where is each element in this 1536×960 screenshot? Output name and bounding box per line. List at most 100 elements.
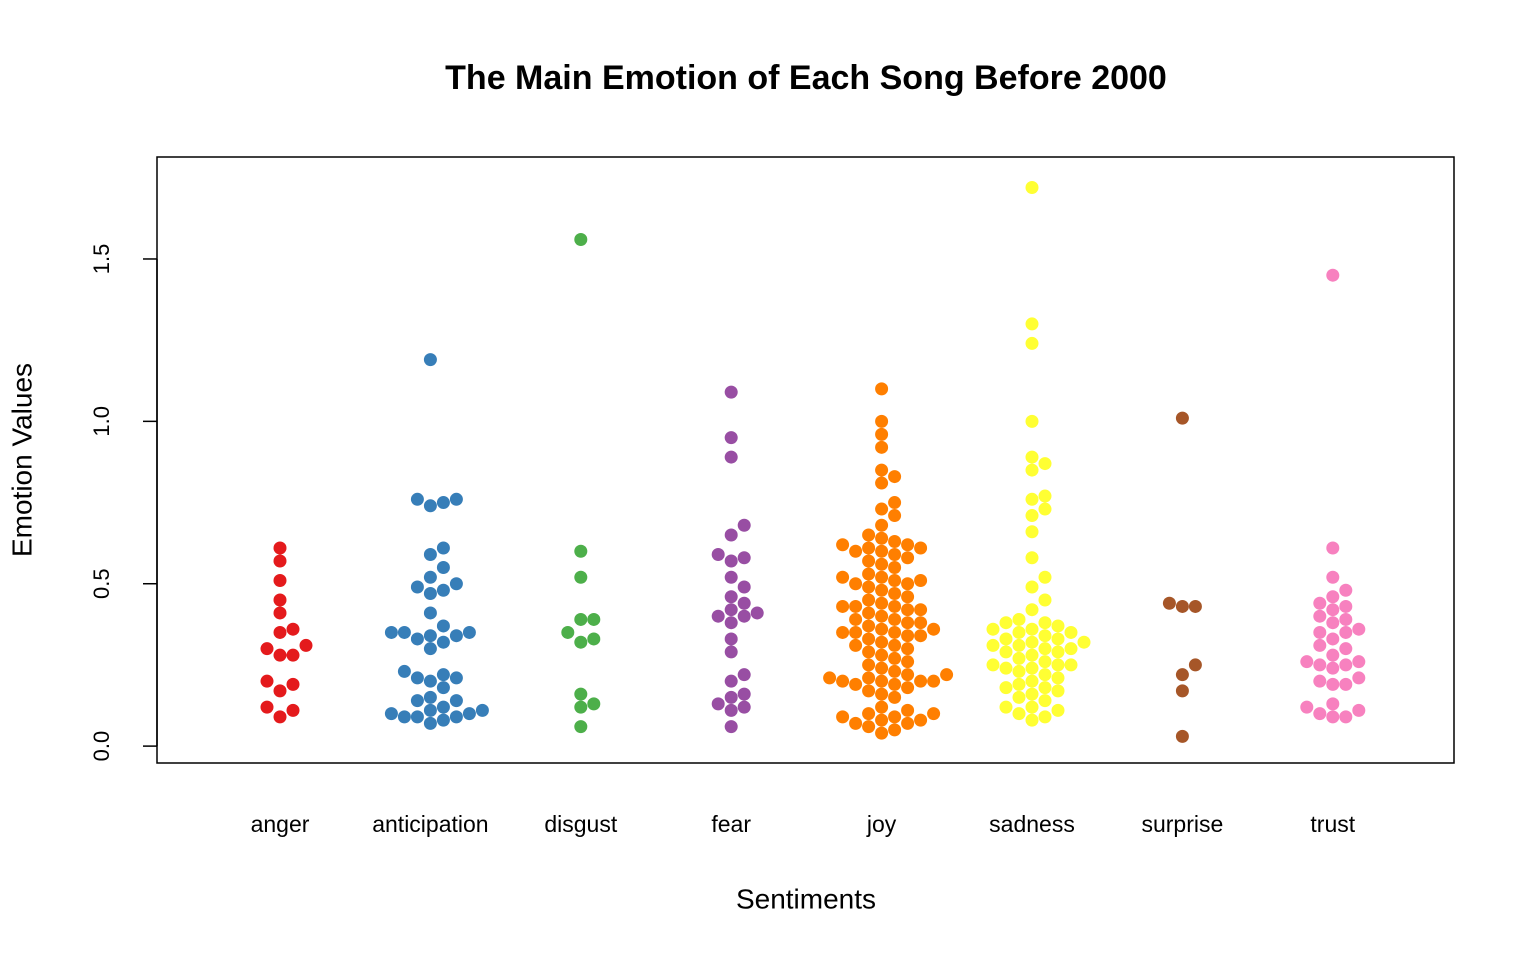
point: [888, 573, 902, 587]
point: [927, 622, 941, 636]
point: [724, 603, 738, 617]
point: [574, 232, 588, 246]
point: [862, 606, 876, 620]
point: [711, 609, 725, 623]
point: [574, 635, 588, 649]
point: [1025, 551, 1039, 565]
point: [888, 690, 902, 704]
point: [1025, 661, 1039, 675]
point: [875, 596, 889, 610]
x-axis-label: Sentiments: [736, 883, 876, 914]
point: [449, 492, 463, 506]
point: [836, 570, 850, 584]
point: [862, 619, 876, 633]
point: [724, 570, 738, 584]
point: [436, 560, 450, 574]
point: [1051, 645, 1065, 659]
point: [1051, 671, 1065, 685]
point: [286, 677, 300, 691]
point: [1012, 625, 1026, 639]
point: [914, 573, 928, 587]
point: [724, 385, 738, 399]
point: [940, 668, 954, 682]
point: [1326, 648, 1340, 662]
point: [1313, 674, 1327, 688]
point: [1313, 638, 1327, 652]
point: [1025, 181, 1039, 195]
point: [724, 703, 738, 717]
point: [888, 496, 902, 510]
point: [849, 544, 863, 558]
x-tick-label: fear: [711, 811, 751, 837]
point: [999, 700, 1013, 714]
point: [1038, 710, 1052, 724]
point: [875, 476, 889, 490]
point: [1025, 509, 1039, 523]
point: [888, 638, 902, 652]
point: [1326, 590, 1340, 604]
point: [1025, 700, 1039, 714]
y-tick-label: 1.5: [89, 244, 114, 275]
point: [888, 625, 902, 639]
point: [888, 599, 902, 613]
point: [587, 612, 601, 626]
point: [449, 694, 463, 708]
point: [273, 625, 287, 639]
point: [914, 674, 928, 688]
point: [1339, 625, 1353, 639]
point: [888, 586, 902, 600]
point: [260, 642, 274, 656]
point: [737, 668, 751, 682]
x-tick-label: sadness: [989, 811, 1075, 837]
point: [574, 687, 588, 701]
point: [914, 541, 928, 555]
x-tick-label: joy: [866, 811, 897, 837]
point: [436, 496, 450, 510]
point: [410, 492, 424, 506]
point: [1025, 713, 1039, 727]
point: [1064, 625, 1078, 639]
point: [737, 596, 751, 610]
point: [1025, 674, 1039, 688]
point: [888, 677, 902, 691]
point: [724, 720, 738, 734]
point: [849, 677, 863, 691]
point: [875, 622, 889, 636]
point: [423, 570, 437, 584]
point: [986, 658, 1000, 672]
point: [875, 382, 889, 396]
point: [1326, 616, 1340, 630]
point: [914, 603, 928, 617]
point: [1326, 541, 1340, 555]
point: [449, 577, 463, 591]
point: [410, 710, 424, 724]
point: [901, 642, 915, 656]
point: [384, 707, 398, 721]
x-tick-label: anticipation: [372, 811, 488, 837]
point: [436, 713, 450, 727]
point: [1339, 583, 1353, 597]
point: [1175, 668, 1189, 682]
point: [1025, 648, 1039, 662]
point: [1038, 642, 1052, 656]
point: [462, 625, 476, 639]
point: [737, 687, 751, 701]
point: [927, 674, 941, 688]
point: [1038, 629, 1052, 643]
point: [1038, 655, 1052, 669]
point: [888, 664, 902, 678]
point: [888, 710, 902, 724]
point: [724, 674, 738, 688]
point: [410, 580, 424, 594]
point: [737, 518, 751, 532]
point: [1313, 625, 1327, 639]
point: [862, 528, 876, 542]
point: [423, 548, 437, 562]
point: [724, 528, 738, 542]
point: [260, 674, 274, 688]
point: [875, 427, 889, 441]
point: [888, 535, 902, 549]
point: [436, 619, 450, 633]
